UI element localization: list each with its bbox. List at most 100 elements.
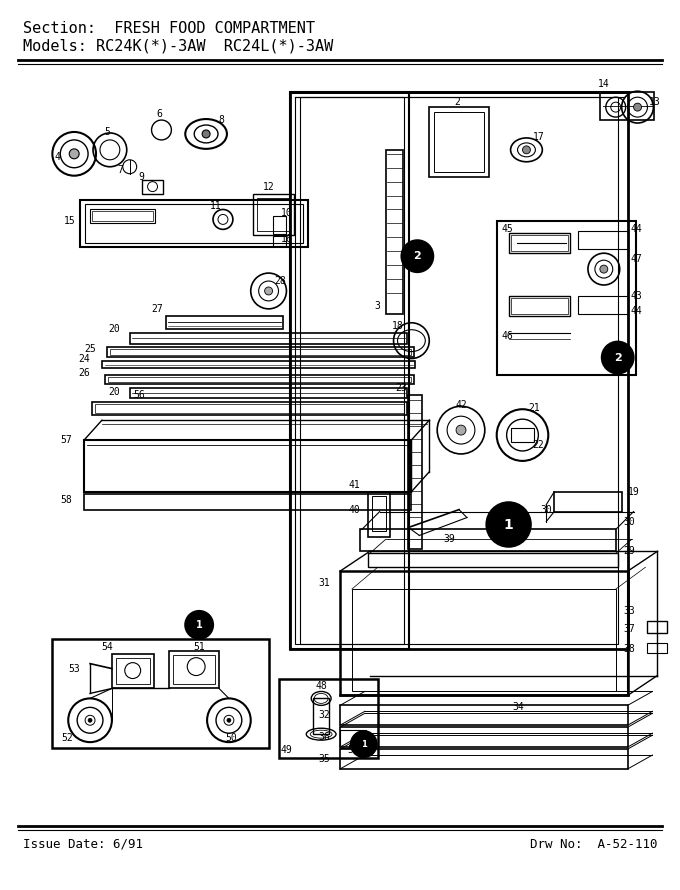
Bar — [511, 298, 568, 314]
Bar — [435, 112, 483, 172]
Text: Drw No:  A-52-110: Drw No: A-52-110 — [530, 837, 658, 851]
Text: 16: 16 — [281, 234, 292, 244]
Text: 9: 9 — [139, 172, 145, 182]
Circle shape — [600, 265, 608, 273]
Text: 45: 45 — [502, 224, 513, 234]
Text: 14: 14 — [598, 79, 610, 89]
Text: 20: 20 — [108, 324, 120, 334]
Bar — [600, 93, 654, 120]
Circle shape — [265, 287, 273, 295]
Text: 51: 51 — [193, 642, 205, 651]
Text: 36: 36 — [318, 732, 330, 742]
Bar — [90, 209, 154, 223]
Text: 15: 15 — [65, 216, 76, 226]
Text: 30: 30 — [624, 516, 635, 527]
Bar — [429, 107, 489, 177]
Bar — [256, 198, 290, 231]
Bar — [84, 494, 411, 510]
Bar — [511, 428, 534, 442]
Bar — [554, 491, 622, 512]
Text: 38: 38 — [624, 643, 635, 654]
Bar — [352, 589, 615, 692]
Text: 26: 26 — [78, 368, 90, 378]
Bar — [107, 346, 414, 357]
Bar — [110, 349, 411, 354]
Bar — [340, 727, 628, 747]
Text: 6: 6 — [156, 109, 163, 119]
Text: 43: 43 — [630, 291, 643, 301]
Bar — [279, 678, 377, 758]
Bar — [167, 316, 284, 328]
Text: 13: 13 — [649, 97, 660, 107]
Text: 12: 12 — [262, 182, 275, 191]
Text: 48: 48 — [316, 682, 327, 692]
Text: 44: 44 — [630, 224, 643, 234]
Bar — [295, 97, 405, 643]
Text: 41: 41 — [348, 480, 360, 490]
Text: 30: 30 — [541, 505, 552, 514]
Bar — [84, 440, 411, 491]
Text: 19: 19 — [628, 487, 639, 497]
Text: 7: 7 — [117, 165, 123, 174]
Bar — [372, 496, 386, 531]
Text: 35: 35 — [318, 754, 330, 764]
Ellipse shape — [522, 146, 530, 154]
Bar — [409, 395, 422, 549]
Circle shape — [456, 425, 466, 435]
Circle shape — [602, 342, 634, 374]
Text: 55: 55 — [347, 745, 359, 755]
Circle shape — [351, 732, 377, 757]
Text: Issue Date: 6/91: Issue Date: 6/91 — [22, 837, 143, 851]
Text: 32: 32 — [318, 710, 330, 720]
Text: Section:  FRESH FOOD COMPARTMENT: Section: FRESH FOOD COMPARTMENT — [22, 20, 315, 36]
Bar — [112, 653, 154, 689]
Text: 18: 18 — [392, 320, 403, 331]
Text: 56: 56 — [134, 391, 146, 400]
Bar — [301, 97, 617, 643]
Bar — [273, 237, 286, 247]
Bar — [80, 199, 308, 247]
Bar — [105, 376, 414, 384]
Circle shape — [88, 718, 92, 723]
Circle shape — [401, 240, 433, 272]
Text: 4: 4 — [54, 152, 61, 162]
Ellipse shape — [202, 130, 210, 138]
Text: 46: 46 — [502, 331, 513, 341]
Bar — [340, 571, 628, 695]
Bar — [173, 655, 215, 684]
Text: 25: 25 — [84, 344, 96, 353]
Text: 2: 2 — [454, 97, 460, 107]
Text: Models: RC24K(*)-3AW  RC24L(*)-3AW: Models: RC24K(*)-3AW RC24L(*)-3AW — [22, 38, 333, 53]
Text: 27: 27 — [152, 303, 163, 314]
Bar — [169, 651, 219, 689]
Bar — [313, 699, 329, 734]
Text: 5: 5 — [104, 127, 110, 137]
Bar — [92, 402, 407, 416]
Text: 33: 33 — [624, 606, 635, 616]
Text: 53: 53 — [68, 664, 80, 674]
Text: 50: 50 — [225, 733, 237, 743]
Bar — [102, 360, 415, 368]
Text: 23: 23 — [396, 384, 407, 393]
Text: 1: 1 — [196, 619, 203, 630]
Circle shape — [487, 503, 530, 546]
Text: 57: 57 — [61, 435, 72, 445]
Circle shape — [69, 149, 79, 158]
Text: 17: 17 — [532, 132, 544, 142]
Bar — [116, 658, 150, 684]
Text: 34: 34 — [513, 702, 524, 712]
Bar — [509, 296, 570, 316]
Bar — [360, 530, 615, 551]
Bar — [141, 180, 163, 194]
Bar — [130, 333, 407, 344]
Text: 10: 10 — [281, 208, 292, 218]
Bar — [290, 93, 409, 649]
Text: 2: 2 — [614, 352, 622, 362]
Text: 49: 49 — [281, 745, 292, 755]
Circle shape — [227, 718, 231, 723]
Text: 42: 42 — [455, 400, 467, 410]
Bar — [253, 194, 294, 235]
Bar — [340, 706, 628, 725]
Bar — [511, 235, 568, 251]
Bar — [85, 204, 303, 243]
